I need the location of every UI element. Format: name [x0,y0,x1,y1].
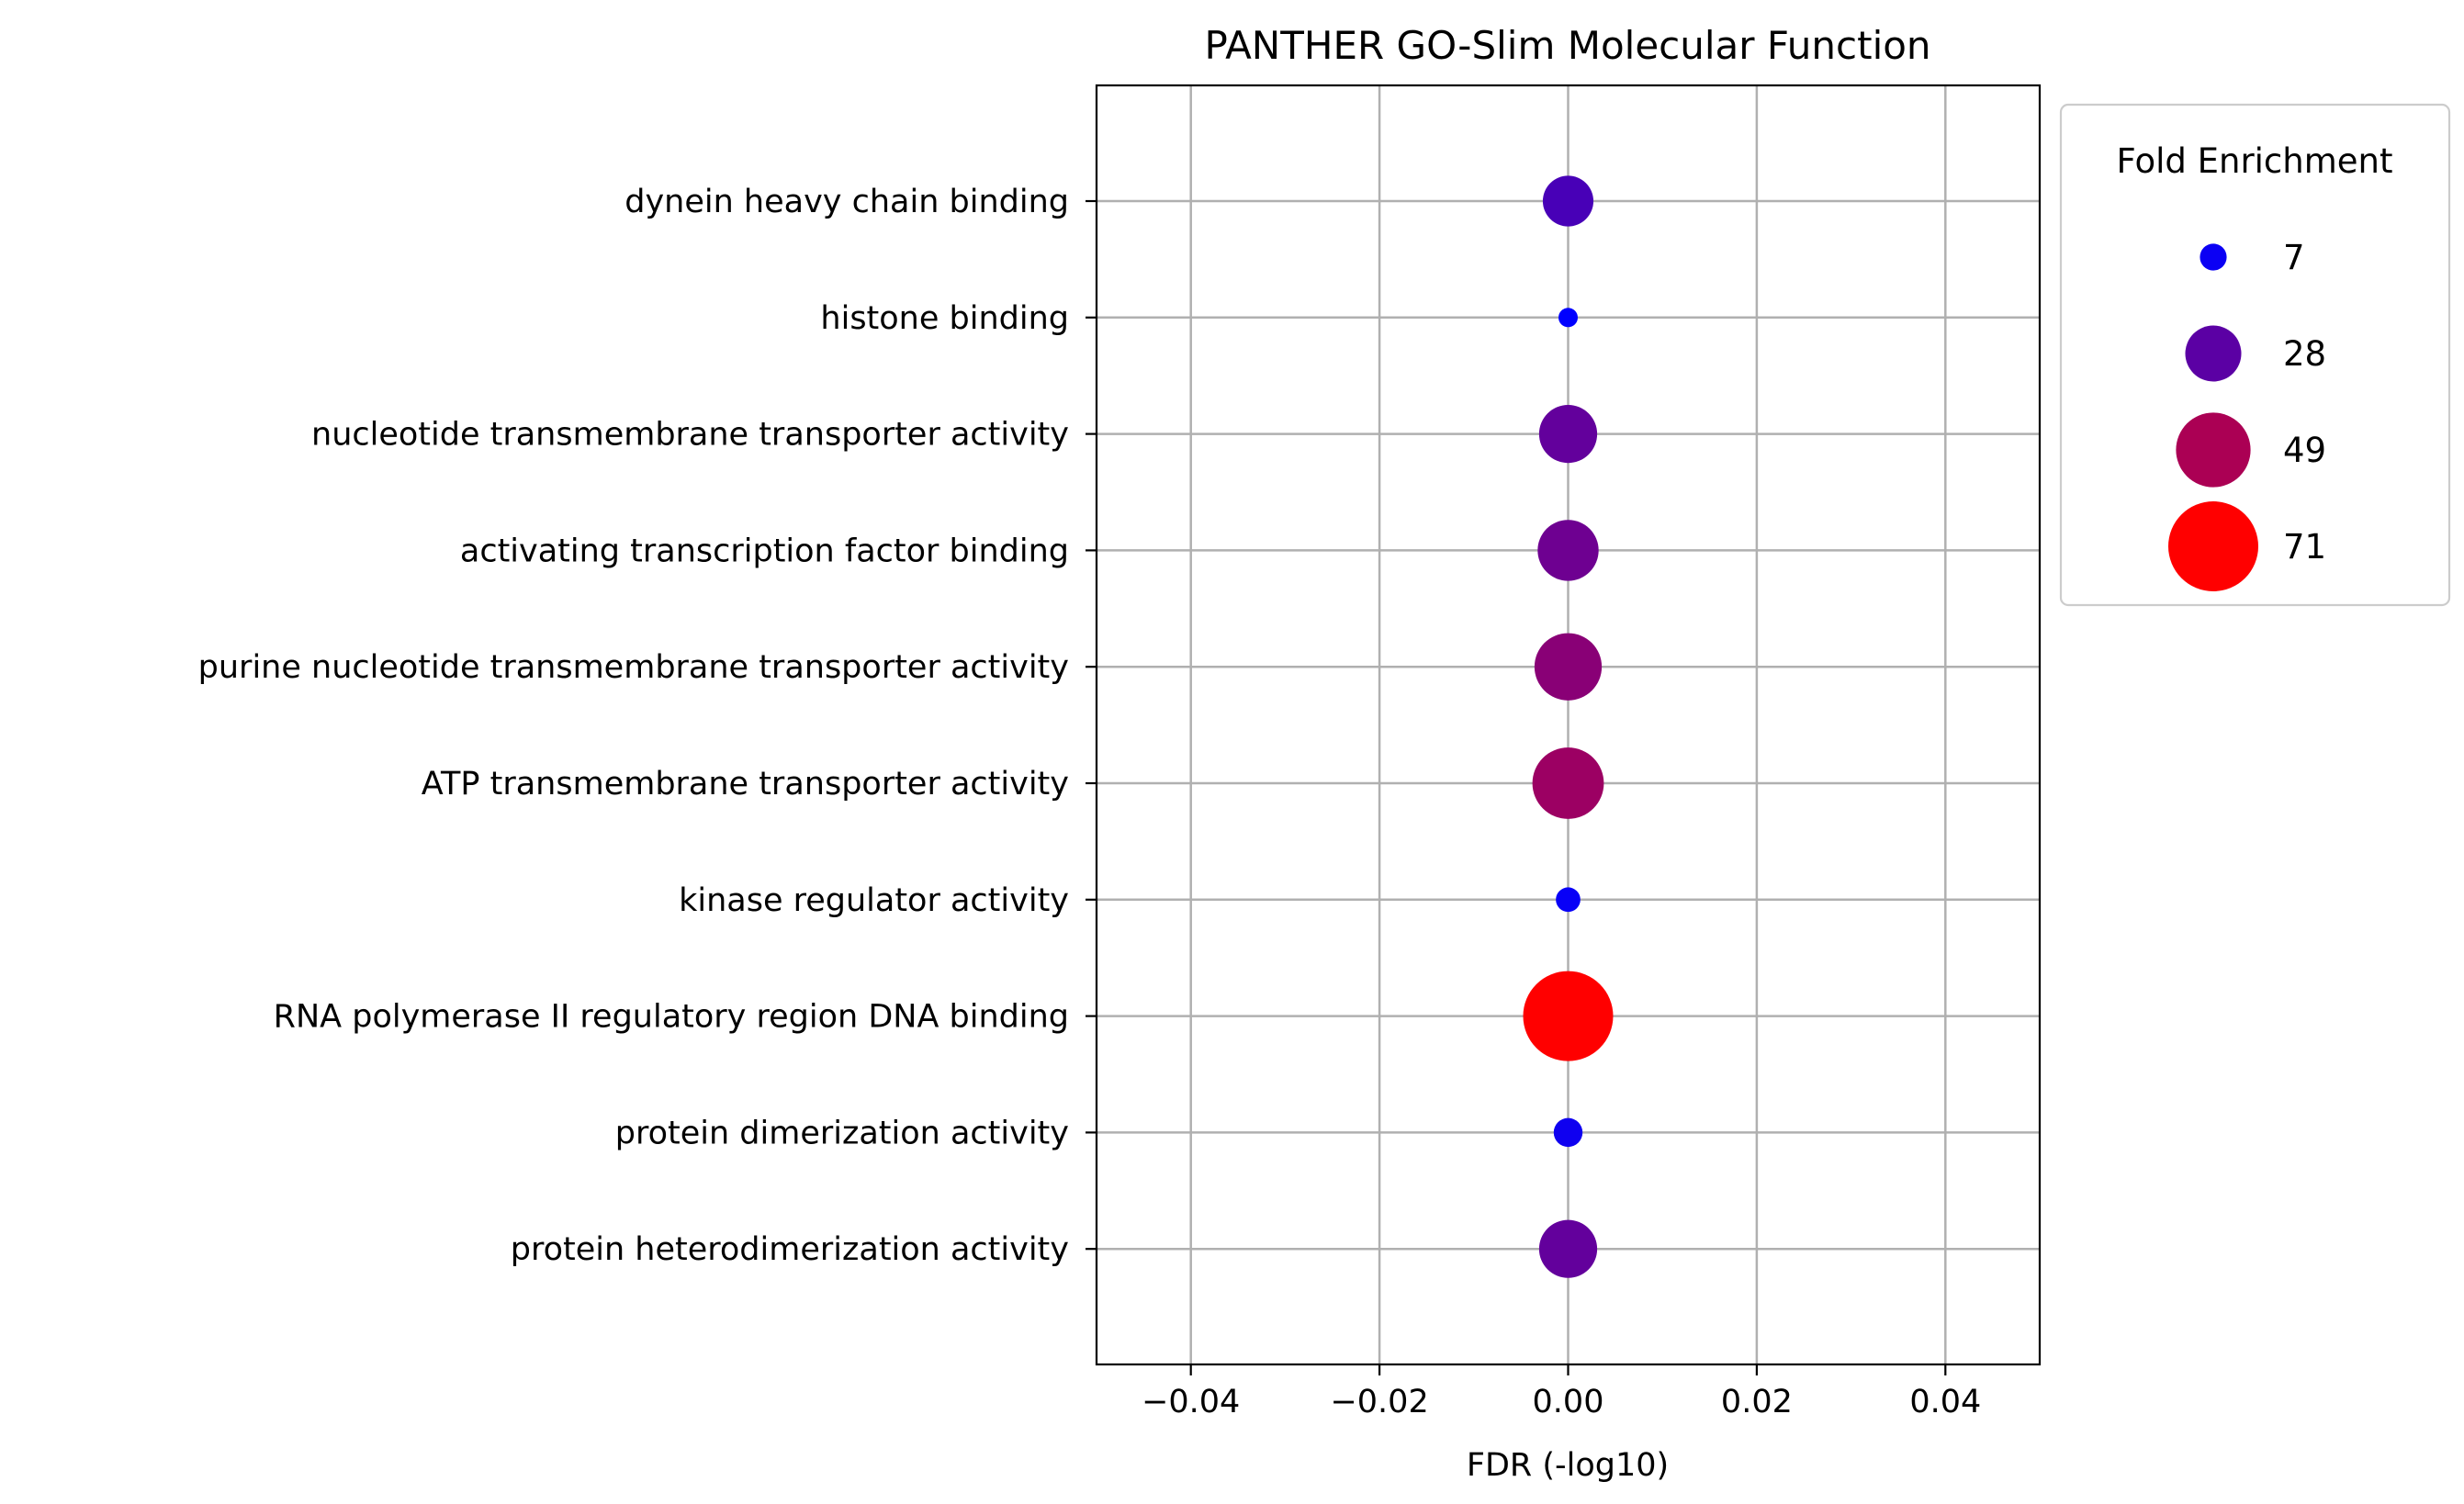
legend-label: 7 [2283,238,2305,277]
x-tick-label: −0.02 [1330,1384,1428,1420]
data-point [1538,1219,1598,1278]
y-tick-label: activating transcription factor binding [460,533,1069,569]
legend: Fold Enrichment 7 28 49 71 [2059,103,2451,607]
x-tick-labels: −0.04 −0.02 0.00 0.02 0.04 [1142,1364,1981,1420]
legend-title: Fold Enrichment [2116,141,2392,181]
data-point [1523,971,1614,1061]
y-tick-label: kinase regulator activity [679,882,1069,919]
legend-frame [2059,103,2451,607]
y-tick-label: histone binding [820,300,1069,337]
data-point [1553,1117,1583,1148]
legend-marker [2176,412,2251,488]
data-point [1542,175,1594,227]
y-tick-label: RNA polymerase II regulatory region DNA … [274,999,1069,1036]
legend-marker [2185,325,2242,382]
y-tick-label: dynein heavy chain binding [624,184,1069,220]
data-point [1534,633,1603,701]
y-tick-label: ATP transmembrane transporter activity [422,766,1069,803]
y-tick-label: purine nucleotide transmembrane transpor… [198,649,1069,686]
x-axis-label: FDR (-log10) [1467,1447,1669,1484]
x-tick-label: 0.04 [1909,1384,1981,1420]
legend-marker [2200,243,2227,271]
data-point [1532,747,1604,819]
data-point [1558,308,1578,328]
legend-label: 49 [2283,431,2326,470]
legend-entries: 7 28 49 71 [2168,238,2326,591]
y-tick-label: protein heterodimerization activity [511,1231,1069,1268]
plot-frame [1095,84,2042,1366]
y-tick-label: nucleotide transmembrane transporter act… [311,417,1069,454]
data-point [1556,887,1581,913]
data-point [1537,520,1599,581]
legend-label: 28 [2283,334,2326,374]
y-tick-label: protein dimerization activity [615,1115,1069,1151]
data-point [1538,404,1598,464]
grid [1097,85,2040,1364]
legend-label: 71 [2283,527,2326,567]
x-tick-label: 0.02 [1721,1384,1793,1420]
chart-title: PANTHER GO-Slim Molecular Function [1204,23,1930,68]
points [1523,175,1614,1278]
y-tick-labels: dynein heavy chain binding histone bindin… [198,184,1097,1268]
x-tick-label: 0.00 [1533,1384,1604,1420]
legend-marker [2168,501,2258,591]
x-tick-label: −0.04 [1142,1384,1240,1420]
